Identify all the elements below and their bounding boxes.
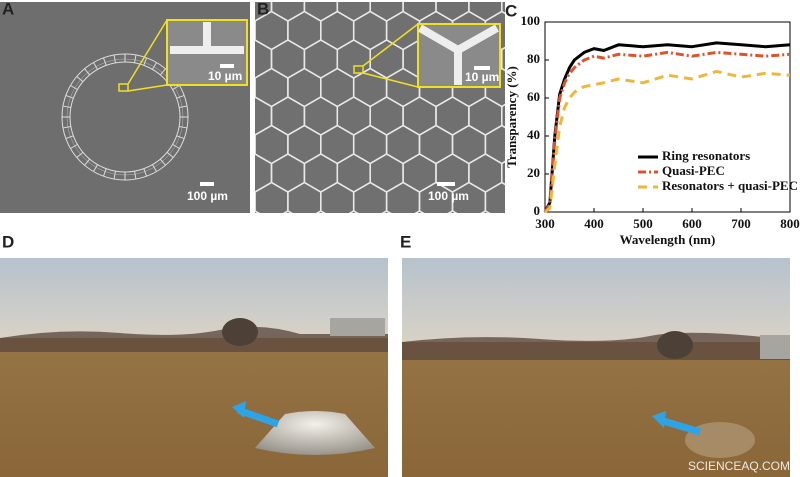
hexagon [282, 210, 293, 213]
scale-bar [220, 64, 234, 68]
hexagon [501, 160, 505, 186]
inset-feature [417, 24, 499, 85]
ring-segment [76, 76, 84, 83]
ring-segment [152, 62, 157, 70]
ring-segment [102, 168, 107, 177]
x-tick-label: 500 [633, 216, 653, 231]
ring-segment [93, 164, 98, 172]
ring-segment [143, 57, 148, 66]
series-line [544, 69, 791, 214]
ring-segment [76, 151, 84, 158]
hexagon [206, 211, 239, 249]
plot-frame [544, 21, 791, 213]
inset-marker [353, 65, 364, 74]
hexagon [447, 210, 458, 213]
ring-segment [65, 94, 74, 99]
hexagon [381, 210, 392, 213]
ring-segment [143, 168, 148, 177]
watermark: SCIENCEAQ.COM [688, 459, 790, 473]
hexagon [501, 103, 505, 129]
ring-segment [159, 158, 166, 166]
hexagon [551, 183, 584, 221]
y-tick-label: 60 [527, 89, 540, 104]
legend-label: Quasi-PEC [662, 163, 725, 178]
inset-connector [362, 72, 419, 88]
ring-segment [102, 57, 107, 66]
scale-label: 10 µm [465, 70, 499, 84]
hexagon [315, 210, 326, 213]
y-axis-label: Transparency (%) [504, 66, 519, 168]
ring-segment [172, 85, 180, 90]
ring-segment [152, 164, 157, 172]
ring-segment [84, 158, 91, 166]
scale-label: 100 µm [428, 189, 469, 203]
scale-bar [200, 182, 214, 186]
hexagon [551, 12, 584, 50]
scale-bar [437, 182, 455, 186]
ring-segment [113, 171, 116, 180]
hexagon [255, 210, 260, 213]
hexagon [501, 46, 505, 72]
x-tick-label: 800 [780, 216, 800, 231]
inset-connector [127, 84, 168, 92]
ring-segment [65, 135, 74, 140]
ring-pattern [61, 53, 189, 181]
legend-label: Resonators + quasi-PEC [662, 178, 798, 193]
chart: 0 20 40 60 80 100 300 400 500 600 700 800 Wavelength… [504, 13, 800, 247]
x-axis-label: Wavelength (nm) [620, 232, 716, 247]
x-tick-label: 300 [535, 216, 555, 231]
inset-marker [118, 83, 129, 92]
ring-segment [134, 54, 137, 63]
panel-label: E [400, 232, 411, 251]
ring-segment [113, 54, 116, 63]
panel-label: C [505, 1, 517, 20]
panel-label: A [2, 0, 14, 18]
scale-label: 100 µm [187, 189, 228, 203]
ring-segment [179, 126, 188, 129]
series-line [543, 50, 791, 213]
ring-segment [70, 85, 78, 90]
ring-segment [159, 68, 166, 76]
ring-segment [166, 151, 174, 158]
inset-connector [362, 23, 419, 67]
ring-segment [62, 105, 71, 108]
y-tick-label: 80 [527, 51, 540, 66]
scale-label: 10 µm [208, 69, 242, 83]
scale-bar [474, 66, 490, 70]
x-tick-label: 400 [584, 216, 604, 231]
hexagon [480, 210, 491, 213]
ring-segment [179, 105, 188, 108]
y-tick-label: 100 [521, 13, 541, 28]
ring-segment [84, 68, 91, 76]
y-tick-label: 40 [527, 127, 540, 142]
ring-segment [172, 144, 180, 149]
legend-label: Ring resonators [662, 148, 750, 163]
hexagon [348, 210, 359, 213]
x-tick-label: 700 [731, 216, 751, 231]
photo-d [0, 258, 388, 477]
ring-segment [134, 171, 137, 180]
hexagon [484, 181, 505, 213]
ring-segment [70, 144, 78, 149]
y-tick-label: 0 [534, 203, 541, 218]
ring-segment [176, 94, 185, 99]
ring-segment [176, 135, 185, 140]
ring-segment [62, 126, 71, 129]
inset-connector [127, 19, 168, 85]
x-tick-label: 600 [682, 216, 702, 231]
y-tick-label: 20 [527, 165, 540, 180]
photo-e [402, 258, 790, 477]
inset-feature [170, 22, 244, 54]
panel-label: D [2, 232, 14, 251]
hexagon-pattern [206, 2, 584, 249]
hexagon [502, 211, 535, 249]
panel-label: B [257, 0, 269, 18]
ring-segment [93, 62, 98, 70]
